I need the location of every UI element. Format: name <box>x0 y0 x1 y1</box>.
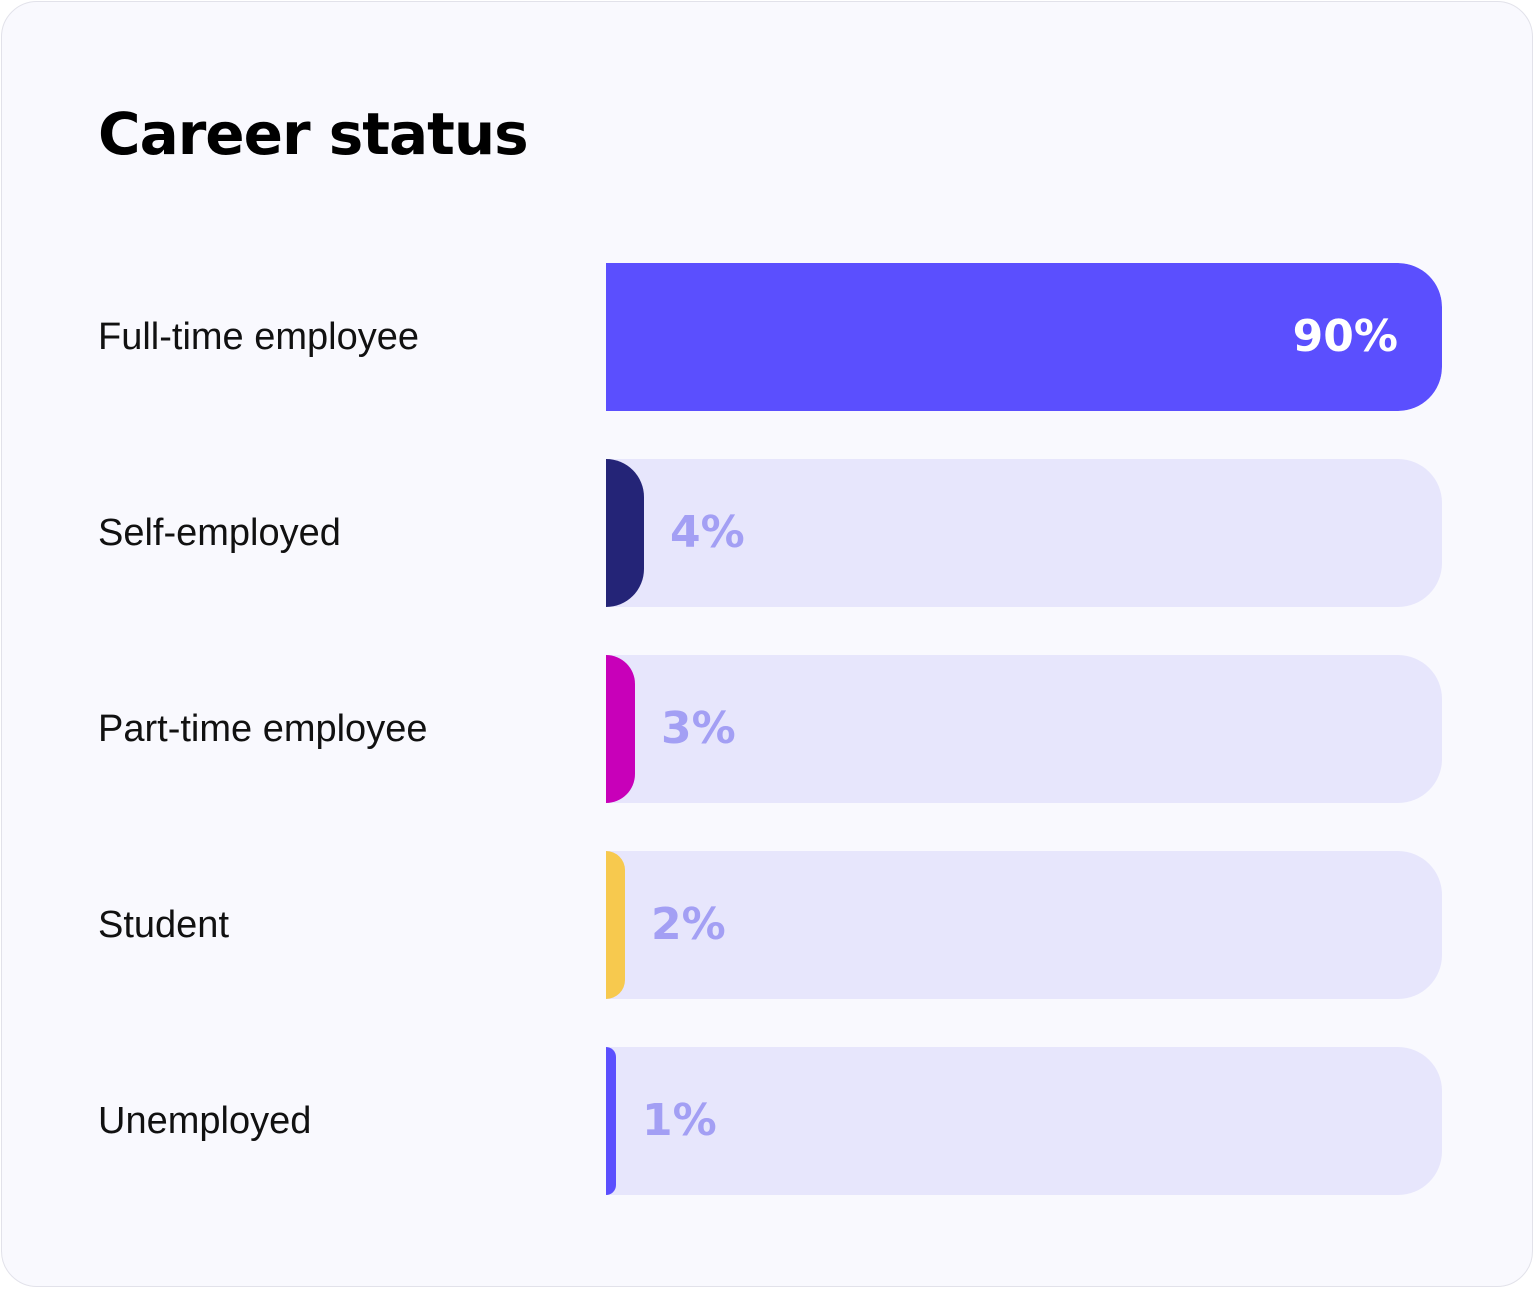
value-label: 90% <box>1292 311 1398 362</box>
category-label: Part-time employee <box>98 708 428 750</box>
bar-row: Part-time employee 3% <box>2 655 1536 803</box>
bar-row: Unemployed 1% <box>2 1047 1536 1195</box>
chart-title: Career status <box>98 100 529 168</box>
value-label: 1% <box>642 1095 717 1146</box>
bar-row: Full-time employee 90% <box>2 263 1536 411</box>
category-label: Full-time employee <box>98 316 419 358</box>
bar-track: 3% <box>606 655 1442 803</box>
value-label: 4% <box>670 507 745 558</box>
bar-row: Student 2% <box>2 851 1536 999</box>
value-label: 3% <box>661 703 736 754</box>
category-label: Student <box>98 904 229 946</box>
bar-track: 4% <box>606 459 1442 607</box>
value-label: 2% <box>651 899 726 950</box>
bar-track: 2% <box>606 851 1442 999</box>
bar-row: Self-employed 4% <box>2 459 1536 607</box>
bar-track: 1% <box>606 1047 1442 1195</box>
bar <box>606 851 625 999</box>
category-label: Self-employed <box>98 512 341 554</box>
bar <box>606 263 1442 411</box>
bar <box>606 459 644 607</box>
bar <box>606 655 635 803</box>
bar-track: 90% <box>606 263 1442 411</box>
bar <box>606 1047 616 1195</box>
category-label: Unemployed <box>98 1100 312 1142</box>
